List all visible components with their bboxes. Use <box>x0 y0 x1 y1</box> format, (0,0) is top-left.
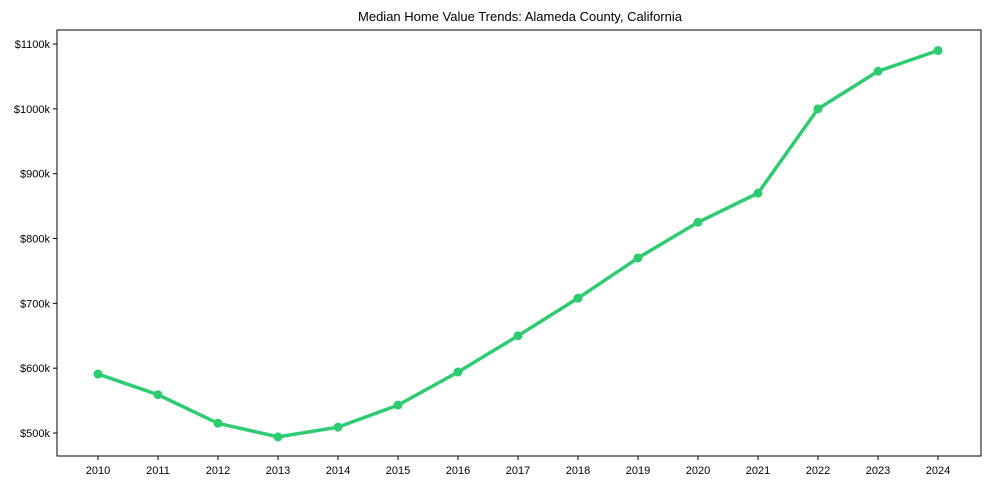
x-tick-label: 2018 <box>566 465 590 477</box>
data-point-marker[interactable] <box>933 46 943 56</box>
y-tick-label: $1000k <box>14 104 51 116</box>
x-tick-label: 2019 <box>626 465 650 477</box>
x-tick-label: 2022 <box>806 465 830 477</box>
y-tick-label: $900k <box>20 169 50 181</box>
series-line <box>96 48 940 439</box>
y-tick-label: $1100k <box>15 39 51 51</box>
x-tick-label: 2010 <box>86 465 110 477</box>
data-point-marker[interactable] <box>873 66 883 76</box>
data-point-marker[interactable] <box>633 253 643 263</box>
data-point-marker[interactable] <box>273 432 283 442</box>
data-point-marker[interactable] <box>573 293 583 303</box>
data-point-marker[interactable] <box>213 418 223 428</box>
data-point-marker[interactable] <box>813 104 823 114</box>
x-tick-label: 2017 <box>506 465 530 477</box>
x-tick-label: 2021 <box>746 465 770 477</box>
axes-frame <box>56 29 982 457</box>
x-tick-label: 2023 <box>866 465 890 477</box>
y-tick-label: $600k <box>20 363 50 375</box>
data-point-marker[interactable] <box>93 369 103 379</box>
x-tick-label: 2020 <box>686 465 710 477</box>
data-point-marker[interactable] <box>693 217 703 227</box>
y-tick-label: $800k <box>20 234 50 246</box>
chart-title: Median Home Value Trends: Alameda County… <box>358 9 683 24</box>
x-tick-label: 2013 <box>266 465 290 477</box>
x-tick-label: 2014 <box>326 465 350 477</box>
data-point-marker[interactable] <box>153 390 163 400</box>
x-tick-label: 2024 <box>926 465 950 477</box>
x-tick-label: 2016 <box>446 465 470 477</box>
y-tick-label: $700k <box>20 298 50 310</box>
data-point-marker[interactable] <box>393 400 403 410</box>
data-point-marker[interactable] <box>513 331 523 341</box>
x-tick-label: 2011 <box>146 465 170 477</box>
plot-area: $500k $600k $700k $800k $900k $1000k $1100k 201… <box>14 29 982 477</box>
data-point-marker[interactable] <box>453 367 463 377</box>
data-point-marker[interactable] <box>753 188 763 198</box>
x-tick-label: 2015 <box>386 465 410 477</box>
y-tick-label: $500k <box>20 428 50 440</box>
x-tick-label: 2012 <box>206 465 230 477</box>
data-point-marker[interactable] <box>333 422 343 432</box>
